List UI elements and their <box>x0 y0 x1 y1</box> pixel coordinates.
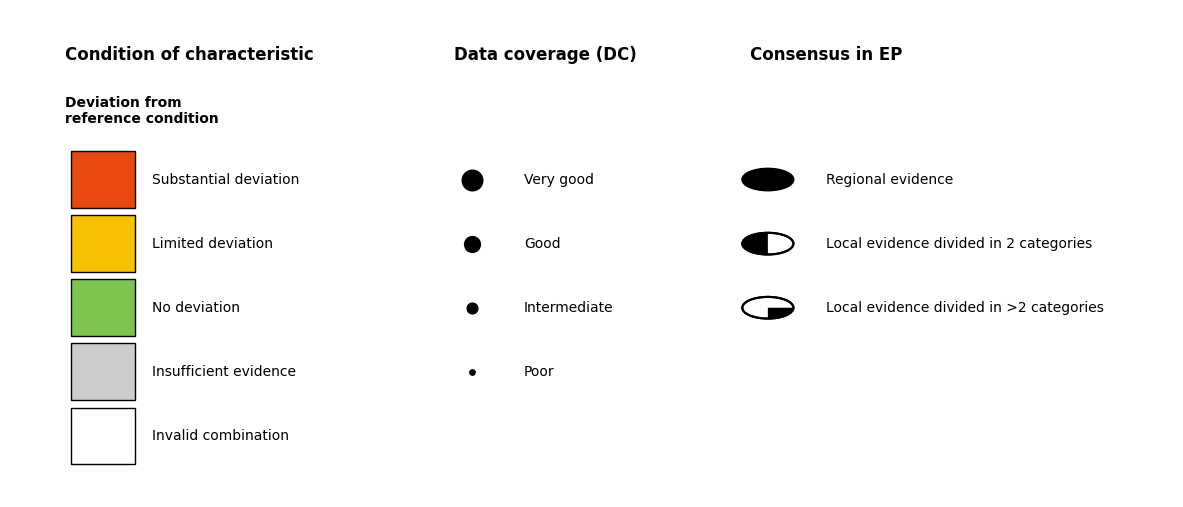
Text: No deviation: No deviation <box>153 301 240 315</box>
FancyBboxPatch shape <box>71 279 135 336</box>
Text: Data coverage (DC): Data coverage (DC) <box>454 47 636 64</box>
Text: Insufficient evidence: Insufficient evidence <box>153 365 296 379</box>
Text: Regional evidence: Regional evidence <box>826 172 953 187</box>
Text: Local evidence divided in 2 categories: Local evidence divided in 2 categories <box>826 237 1092 250</box>
FancyBboxPatch shape <box>71 151 135 208</box>
Wedge shape <box>742 233 768 255</box>
Circle shape <box>742 233 794 255</box>
Text: Limited deviation: Limited deviation <box>153 237 273 250</box>
Point <box>463 175 481 184</box>
Text: Invalid combination: Invalid combination <box>153 429 289 443</box>
Wedge shape <box>768 308 794 318</box>
Point <box>463 304 481 312</box>
Point <box>463 368 481 376</box>
Text: Substantial deviation: Substantial deviation <box>153 172 299 187</box>
Text: Intermediate: Intermediate <box>524 301 614 315</box>
FancyBboxPatch shape <box>71 408 135 464</box>
Circle shape <box>742 169 794 191</box>
FancyBboxPatch shape <box>71 215 135 272</box>
FancyBboxPatch shape <box>71 344 135 400</box>
Text: Local evidence divided in >2 categories: Local evidence divided in >2 categories <box>826 301 1104 315</box>
Text: Deviation from
reference condition: Deviation from reference condition <box>65 96 219 126</box>
Text: Consensus in EP: Consensus in EP <box>750 47 903 64</box>
Text: Poor: Poor <box>524 365 555 379</box>
Point <box>463 240 481 248</box>
Text: Very good: Very good <box>524 172 594 187</box>
Text: Good: Good <box>524 237 561 250</box>
Text: Condition of characteristic: Condition of characteristic <box>65 47 313 64</box>
Circle shape <box>742 297 794 318</box>
